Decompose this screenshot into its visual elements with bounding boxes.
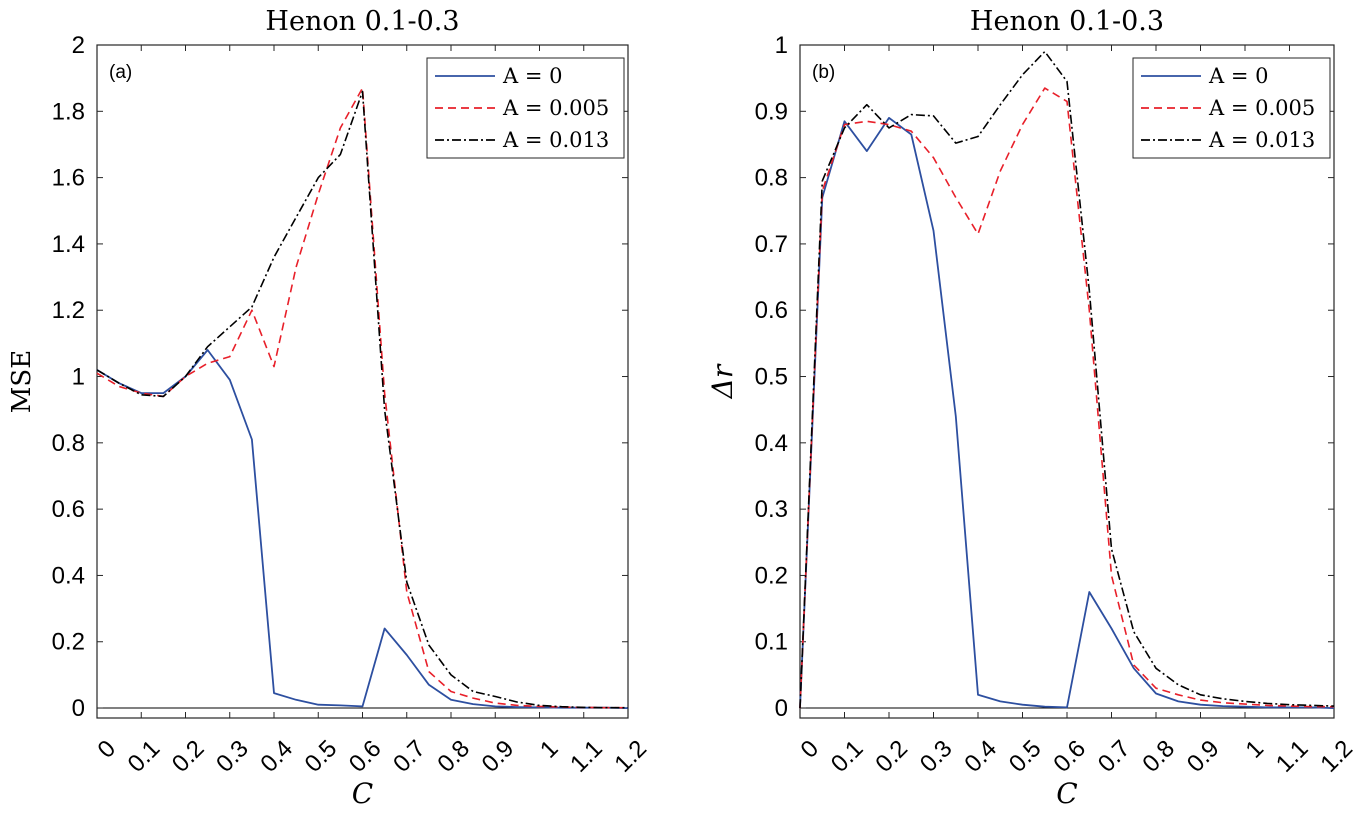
x-tick-label: 1 xyxy=(1241,735,1270,764)
y-tick-label: 0.7 xyxy=(755,231,788,258)
chart-title: Henon 0.1-0.3 xyxy=(265,6,459,37)
x-tick-label: 0.9 xyxy=(1182,735,1225,778)
series-line-3 xyxy=(799,50,1335,709)
y-tick-label: 0.2 xyxy=(52,629,85,656)
x-tick-label: 0.5 xyxy=(1004,735,1047,778)
chart-panel-2: 00.10.20.30.40.50.60.70.80.910 0.1 0.2 0.3 0… xyxy=(706,6,1358,810)
x-tick-label: 1.2 xyxy=(609,735,652,778)
x-tick-label: 1.1 xyxy=(565,735,608,778)
x-tick-label: 0.1 xyxy=(123,735,166,778)
x-tick-label: 0.3 xyxy=(211,735,254,778)
y-tick-label: 0.8 xyxy=(52,430,85,457)
x-tick-label: 1.1 xyxy=(1271,735,1314,778)
x-axis-label: C xyxy=(352,777,373,810)
legend-entry-label: A = 0.013 xyxy=(502,128,609,152)
y-tick-label: 0 xyxy=(72,695,85,722)
x-tick-label: 0.8 xyxy=(432,735,475,778)
legend-entry-label: A = 0 xyxy=(1208,64,1268,88)
y-tick-label: 1 xyxy=(72,364,85,391)
x-tick-label: 0.6 xyxy=(1048,735,1091,778)
series-line-2 xyxy=(96,87,628,709)
legend: A = 0 A = 0.005 A = 0.013 xyxy=(1132,57,1331,159)
panel-label: (b) xyxy=(812,62,835,83)
y-tick-label: 1.4 xyxy=(52,231,85,258)
y-axis-label: MSE xyxy=(7,350,37,413)
legend-box xyxy=(426,57,625,159)
panel-label: (a) xyxy=(109,62,132,83)
y-tick-label: 0.2 xyxy=(755,562,788,589)
x-tick-label: 0.1 xyxy=(826,735,869,778)
chart-title: Henon 0.1-0.3 xyxy=(970,6,1164,37)
x-tick-label: 0.4 xyxy=(255,735,298,778)
y-tick-label: 1.6 xyxy=(52,165,85,192)
series-line-1 xyxy=(799,117,1335,709)
series-line-3 xyxy=(96,90,628,709)
y-tick-label: 0.4 xyxy=(755,430,788,457)
legend: A = 0 A = 0.005 A = 0.013 xyxy=(426,57,625,159)
x-tick-label: 0.2 xyxy=(870,735,913,778)
legend-box xyxy=(1132,57,1331,159)
x-axis-label: C xyxy=(1056,777,1077,810)
y-tick-label: 0.6 xyxy=(52,496,85,523)
y-tick-label: 0.4 xyxy=(52,562,85,589)
x-tick-label: 0 xyxy=(796,735,825,764)
y-tick-label: 0.6 xyxy=(755,297,788,324)
y-axis-label: Δr xyxy=(706,363,739,399)
y-tick-label: 0.1 xyxy=(755,629,788,656)
x-tick-label: 1 xyxy=(535,735,564,764)
x-tick-label: 0.7 xyxy=(1093,735,1136,778)
legend-entry-label: A = 0.005 xyxy=(502,96,609,120)
y-tick-label: 1.8 xyxy=(52,98,85,125)
x-tick-label: 0.7 xyxy=(388,735,431,778)
legend-entry-label: A = 0.013 xyxy=(1208,128,1315,152)
legend-entry-label: A = 0 xyxy=(502,64,562,88)
y-tick-label: 0 xyxy=(775,695,788,722)
x-tick-label: 1.2 xyxy=(1315,735,1358,778)
y-tick-label: 0.8 xyxy=(755,165,788,192)
x-tick-label: 0 xyxy=(93,735,122,764)
y-tick-label: 1.2 xyxy=(52,297,85,324)
x-tick-label: 0.3 xyxy=(915,735,958,778)
chart-panel-1: 00.20.40.60.811.21.41.61.820 0.1 0.2 0.3 0.4… xyxy=(7,6,652,810)
legend-entry-label: A = 0.005 xyxy=(1208,96,1315,120)
x-tick-label: 0.2 xyxy=(167,735,210,778)
x-tick-label: 0.4 xyxy=(959,735,1002,778)
y-tick-label: 2 xyxy=(72,32,85,59)
series-line-2 xyxy=(799,87,1334,709)
x-tick-label: 0.8 xyxy=(1137,735,1180,778)
y-tick-label: 0.3 xyxy=(755,496,788,523)
x-tick-label: 0.6 xyxy=(344,735,387,778)
x-tick-label: 0.5 xyxy=(300,735,343,778)
y-tick-label: 0.5 xyxy=(755,364,788,391)
y-tick-label: 0.9 xyxy=(755,98,788,125)
x-tick-label: 0.9 xyxy=(477,735,520,778)
y-tick-label: 1 xyxy=(775,32,788,59)
